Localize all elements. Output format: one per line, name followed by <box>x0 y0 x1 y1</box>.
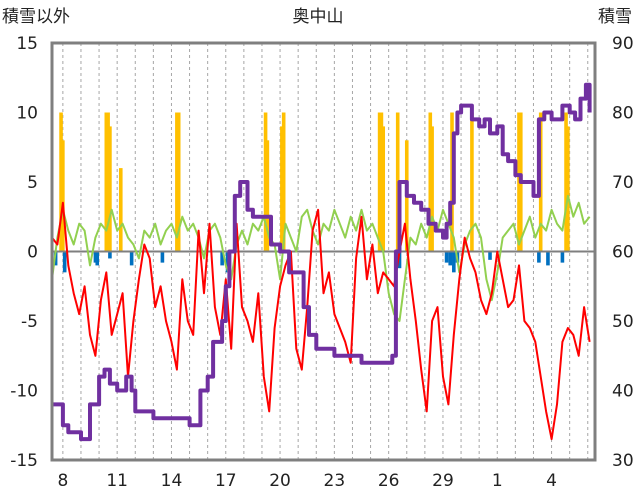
x-tick-label: 14 <box>161 471 183 491</box>
snowfall-bar <box>93 251 98 263</box>
left-axis: 15 10 5 0 -5 -10 -15 <box>10 34 38 471</box>
x-axis: 8 11 14 17 20 23 26 29 1 4 <box>57 471 557 491</box>
right-tick-label: 40 <box>612 382 634 402</box>
snowfall-bar <box>488 251 492 260</box>
precipitation_rain-bar <box>381 126 386 252</box>
precipitation_rain-bar <box>430 126 434 252</box>
precipitation_rain-bar <box>566 126 570 252</box>
precipitation_rain-bar <box>470 112 474 252</box>
right-tick-label: 60 <box>612 243 634 263</box>
snowfall-bar <box>95 251 100 266</box>
x-tick-label: 1 <box>492 471 503 491</box>
left-tick-label: -15 <box>10 451 38 471</box>
x-tick-label: 26 <box>378 471 400 491</box>
x-tick-label: 17 <box>215 471 237 491</box>
snowfall-bar <box>546 251 550 266</box>
snowfall-bar <box>129 251 134 266</box>
snowfall-bar <box>537 251 541 263</box>
precipitation_rain-bar <box>265 140 270 252</box>
right-tick-label: 90 <box>612 34 634 54</box>
snowfall-bar <box>160 251 165 263</box>
x-tick-label: 29 <box>432 471 454 491</box>
x-tick-label: 20 <box>269 471 291 491</box>
left-tick-label: 5 <box>27 173 38 193</box>
x-tick-label: 23 <box>324 471 346 491</box>
precipitation_rain-bar <box>428 112 433 252</box>
precipitation_rain-bar <box>564 112 568 252</box>
precipitation_rain-bar <box>104 112 109 252</box>
right-tick-label: 30 <box>612 451 634 471</box>
precipitation_rain-bar <box>118 168 123 252</box>
x-tick-label: 8 <box>57 471 68 491</box>
precipitation_rain-bar <box>108 126 112 252</box>
right-axis-label: 積雪 <box>598 7 632 27</box>
temperature-line <box>51 201 591 441</box>
right-tick-label: 70 <box>612 173 634 193</box>
left-tick-label: 0 <box>27 243 38 263</box>
left-tick-label: 15 <box>16 34 38 54</box>
left-tick-label: -10 <box>10 382 38 402</box>
precipitation_rain-bar <box>175 112 179 252</box>
snowfall-bar <box>560 251 565 263</box>
right-tick-label: 50 <box>612 312 634 332</box>
left-axis-label: 積雪以外 <box>2 7 70 27</box>
snowfall-bar <box>62 251 67 273</box>
right-tick-label: 80 <box>612 104 634 124</box>
precipitation_rain-bar <box>280 126 284 252</box>
right-axis: 90 80 70 60 50 40 30 <box>612 34 634 471</box>
left-tick-label: 10 <box>16 104 38 124</box>
left-tick-label: -5 <box>21 312 38 332</box>
snowfall-bar <box>397 251 402 269</box>
precipitation_rain-bar <box>377 112 382 252</box>
snowfall-bar <box>444 251 449 263</box>
precipitation_rain-bar <box>61 140 65 252</box>
x-tick-label: 11 <box>106 471 128 491</box>
precipitation_rain-bar <box>379 112 384 252</box>
snow_depth-line <box>52 82 592 442</box>
snowfall-bar <box>448 251 452 266</box>
plot-frame <box>50 41 597 462</box>
precipitation_rain-bar <box>176 112 181 252</box>
snowfall-bar <box>220 251 224 266</box>
wind_other-line <box>51 194 591 322</box>
precipitation_rain-bar <box>281 112 286 252</box>
precipitation_rain-bar <box>59 112 63 252</box>
precipitation_rain-bar <box>263 112 268 252</box>
x-tick-label: 4 <box>546 471 557 491</box>
snowfall-bar <box>108 251 112 259</box>
snowfall-bar <box>452 251 456 273</box>
precipitation_rain-bar <box>106 112 110 252</box>
line-layer <box>51 82 592 442</box>
chart-title: 奥中山 <box>293 7 344 27</box>
